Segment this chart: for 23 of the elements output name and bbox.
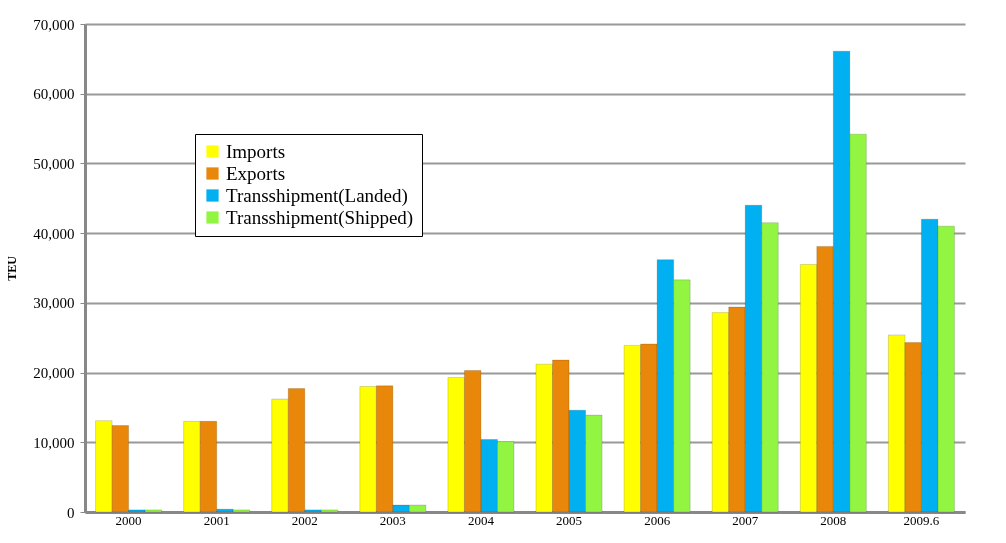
x-tick-label: 2001	[203, 512, 230, 528]
x-tick-label: 2007	[732, 512, 759, 528]
x-tick-label: 2005	[556, 512, 583, 528]
y-tick-label: 60,000	[33, 86, 75, 103]
y-tick-label: 50,000	[33, 155, 75, 172]
y-tick-label: 0	[67, 504, 75, 521]
y-tick-label: 40,000	[33, 225, 75, 242]
x-tick-label: 2003	[379, 512, 406, 528]
x-tick-label: 2004	[467, 512, 495, 528]
x-tick-label: 2000	[115, 512, 142, 528]
legend-label: Exports	[226, 162, 286, 184]
x-tick-label: 2008	[820, 512, 847, 528]
x-tick-label: 2002	[291, 512, 318, 528]
legend-label: Transshipment(Shipped)	[226, 206, 414, 229]
y-tick-label: 20,000	[33, 365, 75, 382]
x-tick-label: 2006	[644, 512, 671, 528]
y-tick-label: 70,000	[33, 16, 75, 33]
legend-label: Transshipment(Landed)	[226, 184, 408, 207]
y-tick-label: 30,000	[33, 295, 75, 312]
y-axis-title: TEU	[5, 255, 20, 281]
legend-label: Imports	[226, 140, 286, 162]
x-tick-label: 2009.6	[903, 512, 940, 528]
y-tick-label: 10,000	[33, 434, 75, 451]
